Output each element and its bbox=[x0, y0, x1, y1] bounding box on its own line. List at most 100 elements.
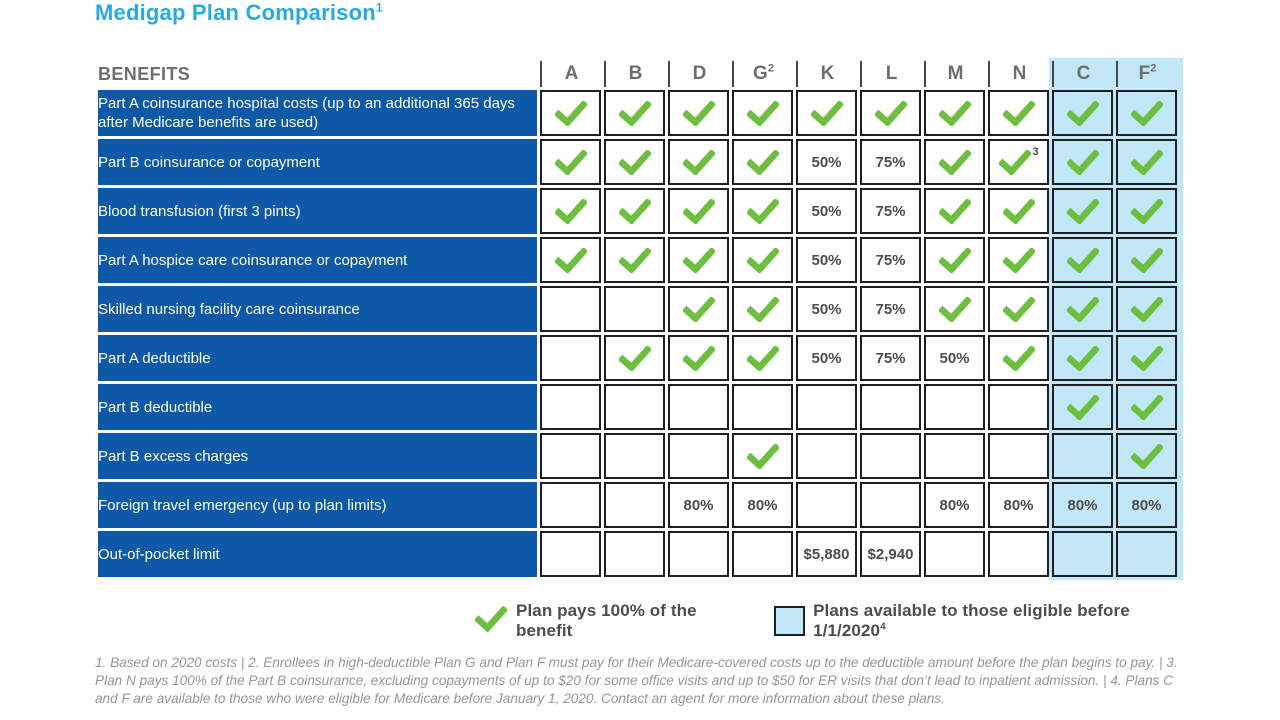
check-icon bbox=[1066, 247, 1099, 273]
cell-K: 50% bbox=[796, 139, 857, 185]
check-icon bbox=[554, 100, 587, 126]
cell-M: 50% bbox=[924, 335, 985, 381]
cell-B bbox=[604, 335, 665, 381]
check-icon bbox=[999, 149, 1032, 175]
cell-G bbox=[732, 384, 793, 430]
table-row: Part A coinsurance hospital costs (up to… bbox=[98, 90, 1177, 136]
benefit-label: Part B deductible bbox=[98, 384, 537, 430]
cell-A bbox=[540, 90, 601, 136]
table-row: Foreign travel emergency (up to plan lim… bbox=[98, 482, 1177, 528]
check-icon bbox=[746, 443, 779, 469]
cell-N bbox=[988, 433, 1049, 479]
cell-F bbox=[1116, 433, 1177, 479]
cell-F bbox=[1116, 139, 1177, 185]
check-icon bbox=[938, 198, 971, 224]
benefit-label: Skilled nursing facility care coinsuranc… bbox=[98, 286, 537, 332]
plan-header-K: K bbox=[796, 61, 857, 87]
cell-C bbox=[1052, 139, 1113, 185]
cell-C: 80% bbox=[1052, 482, 1113, 528]
table-row: Part B coinsurance or copayment 50% 75% 3 bbox=[98, 139, 1177, 185]
page-title: Medigap Plan Comparison1 bbox=[95, 0, 383, 26]
check-icon bbox=[938, 247, 971, 273]
cell-C bbox=[1052, 237, 1113, 283]
check-icon bbox=[1130, 247, 1163, 273]
check-icon bbox=[1002, 247, 1035, 273]
cell-D bbox=[668, 188, 729, 234]
cell-superscript: 3 bbox=[1032, 145, 1039, 158]
cell-G bbox=[732, 433, 793, 479]
cell-G bbox=[732, 188, 793, 234]
cell-L bbox=[860, 384, 921, 430]
table-row: Part B excess charges bbox=[98, 433, 1177, 479]
cell-C bbox=[1052, 531, 1113, 577]
cell-K: 50% bbox=[796, 237, 857, 283]
check-icon bbox=[1066, 198, 1099, 224]
check-icon bbox=[682, 296, 715, 322]
check-icon bbox=[473, 604, 509, 637]
check-icon bbox=[874, 100, 907, 126]
cell-M bbox=[924, 286, 985, 332]
check-icon bbox=[938, 296, 971, 322]
cell-M: 80% bbox=[924, 482, 985, 528]
page-title-text: Medigap Plan Comparison bbox=[95, 0, 376, 25]
check-icon bbox=[1130, 345, 1163, 371]
check-icon bbox=[1130, 149, 1163, 175]
cell-L: 75% bbox=[860, 335, 921, 381]
plan-superscript: 2 bbox=[1150, 62, 1157, 75]
cell-N bbox=[988, 188, 1049, 234]
check-icon bbox=[682, 100, 715, 126]
cell-M bbox=[924, 90, 985, 136]
cell-F bbox=[1116, 90, 1177, 136]
plan-header-L: L bbox=[860, 61, 921, 87]
cell-B bbox=[604, 531, 665, 577]
cell-M bbox=[924, 139, 985, 185]
cell-C bbox=[1052, 188, 1113, 234]
cell-N bbox=[988, 531, 1049, 577]
highlight-swatch-icon bbox=[774, 606, 806, 636]
check-icon bbox=[1066, 394, 1099, 420]
plan-letter: F bbox=[1138, 63, 1151, 84]
check-icon bbox=[618, 247, 651, 273]
plan-header-M: M bbox=[924, 61, 985, 87]
check-icon bbox=[1002, 345, 1035, 371]
plan-letter: A bbox=[564, 63, 579, 84]
check-icon bbox=[618, 149, 651, 175]
benefit-label: Foreign travel emergency (up to plan lim… bbox=[98, 482, 537, 528]
plan-letter: D bbox=[692, 63, 707, 84]
cell-L: 75% bbox=[860, 139, 921, 185]
cell-M bbox=[924, 237, 985, 283]
plan-letter: K bbox=[820, 63, 835, 84]
table-row: Part A deductible 50% 75% 50% bbox=[98, 335, 1177, 381]
cell-N bbox=[988, 237, 1049, 283]
header-row: BENEFITS A B D G2 K L M N C F2 bbox=[98, 61, 1177, 87]
cell-L: 75% bbox=[860, 237, 921, 283]
cell-A bbox=[540, 335, 601, 381]
cell-G bbox=[732, 286, 793, 332]
cell-G: 80% bbox=[732, 482, 793, 528]
cell-L bbox=[860, 433, 921, 479]
cell-A bbox=[540, 384, 601, 430]
cell-A bbox=[540, 188, 601, 234]
cell-B bbox=[604, 384, 665, 430]
cell-G bbox=[732, 531, 793, 577]
benefit-label: Part A hospice care coinsurance or copay… bbox=[98, 237, 537, 283]
cell-C bbox=[1052, 90, 1113, 136]
check-icon bbox=[1130, 443, 1163, 469]
check-icon bbox=[682, 345, 715, 371]
check-icon bbox=[618, 345, 651, 371]
cell-F bbox=[1116, 335, 1177, 381]
cell-K bbox=[796, 482, 857, 528]
legend-check-label: Plan pays 100% of the benefit bbox=[516, 601, 697, 640]
cell-F bbox=[1116, 531, 1177, 577]
cell-N: 80% bbox=[988, 482, 1049, 528]
cell-D bbox=[668, 384, 729, 430]
cell-G bbox=[732, 90, 793, 136]
plan-header-C: C bbox=[1052, 61, 1113, 87]
table-row: Out-of-pocket limit $5,880 $2,940 bbox=[98, 531, 1177, 577]
cell-C bbox=[1052, 286, 1113, 332]
medigap-comparison-table: BENEFITS A B D G2 K L M N C F2 Part A coinsurance … bbox=[95, 58, 1180, 580]
cell-K: $5,880 bbox=[796, 531, 857, 577]
check-icon bbox=[682, 198, 715, 224]
legend-item-check: Plan pays 100% of the benefit bbox=[473, 601, 744, 641]
plan-header-D: D bbox=[668, 61, 729, 87]
